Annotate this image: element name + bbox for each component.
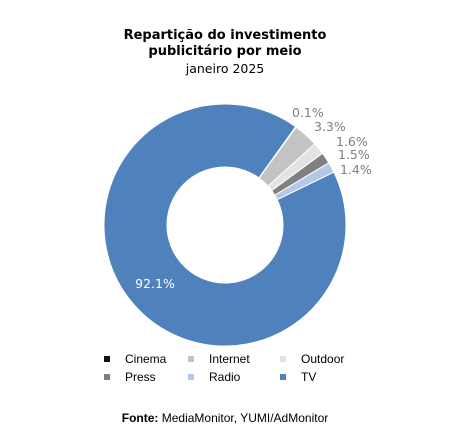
legend-label-tv: TV — [301, 369, 317, 384]
legend-item-outdoor: Outdoor — [280, 351, 370, 366]
chart-title-line-2: publicitário por meio — [148, 44, 302, 59]
legend-item-cinema: Cinema — [104, 351, 188, 366]
chart-title-line-1: Repartição do investimento — [123, 28, 327, 43]
data-label-radio: 1.4% — [340, 162, 372, 177]
legend-item-press: Press — [104, 369, 188, 384]
data-label-cinema: 0.1% — [292, 105, 324, 120]
data-label-press: 1.5% — [338, 147, 370, 162]
source-text: MediaMonitor, YUMI/AdMonitor — [161, 411, 329, 425]
legend-swatch-tv — [280, 373, 286, 380]
source-label: Fonte: — [121, 411, 159, 425]
legend-label-cinema: Cinema — [125, 351, 167, 366]
legend-label-press: Press — [125, 369, 156, 384]
data-label-internet: 3.3% — [314, 119, 346, 134]
legend-item-radio: Radio — [188, 369, 280, 384]
source-note: Fonte: MediaMonitor, YUMI/AdMonitor — [0, 411, 450, 425]
data-label-outdoor: 1.6% — [336, 134, 368, 149]
legend-swatch-press — [104, 373, 110, 380]
legend-swatch-cinema — [104, 355, 110, 362]
chart-subtitle: janeiro 2025 — [185, 61, 265, 76]
data-label-tv: 92.1% — [135, 276, 175, 291]
legend-item-tv: TV — [280, 369, 370, 384]
legend-item-internet: Internet — [188, 351, 280, 366]
legend-swatch-internet — [188, 355, 194, 362]
legend-swatch-radio — [188, 373, 194, 380]
slice-tv — [103, 103, 347, 347]
legend-label-radio: Radio — [209, 369, 241, 384]
legend-label-internet: Internet — [209, 351, 250, 366]
chart-legend: Cinema Internet Outdoor Press Radio TV — [104, 351, 394, 384]
legend-swatch-outdoor — [280, 355, 286, 362]
legend-label-outdoor: Outdoor — [301, 351, 345, 366]
chart-title-block: Repartição do investimento publicitário … — [0, 28, 450, 77]
